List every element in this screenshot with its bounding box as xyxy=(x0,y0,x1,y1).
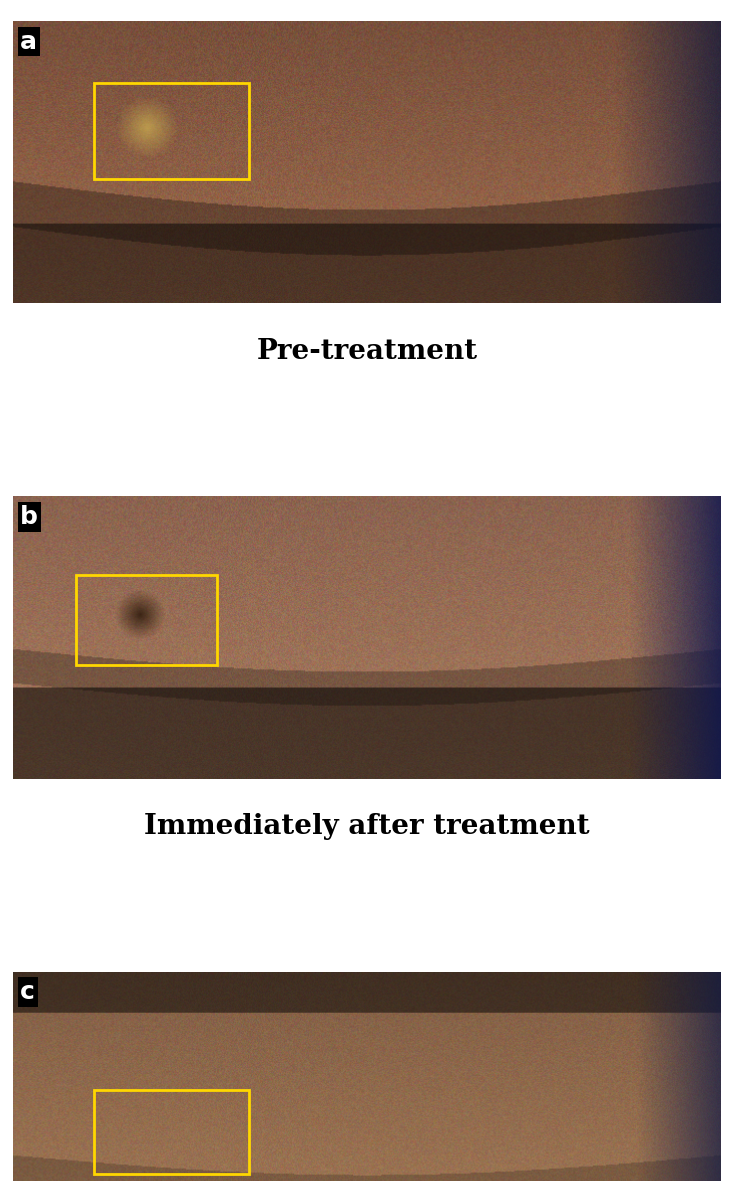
Text: b: b xyxy=(21,505,38,529)
Text: a: a xyxy=(21,30,37,54)
Bar xyxy=(94,84,250,178)
Text: Pre-treatment: Pre-treatment xyxy=(256,338,478,365)
Text: Immediately after treatment: Immediately after treatment xyxy=(144,813,590,840)
Text: c: c xyxy=(21,980,35,1004)
Bar xyxy=(94,1090,250,1174)
Bar xyxy=(76,575,217,665)
